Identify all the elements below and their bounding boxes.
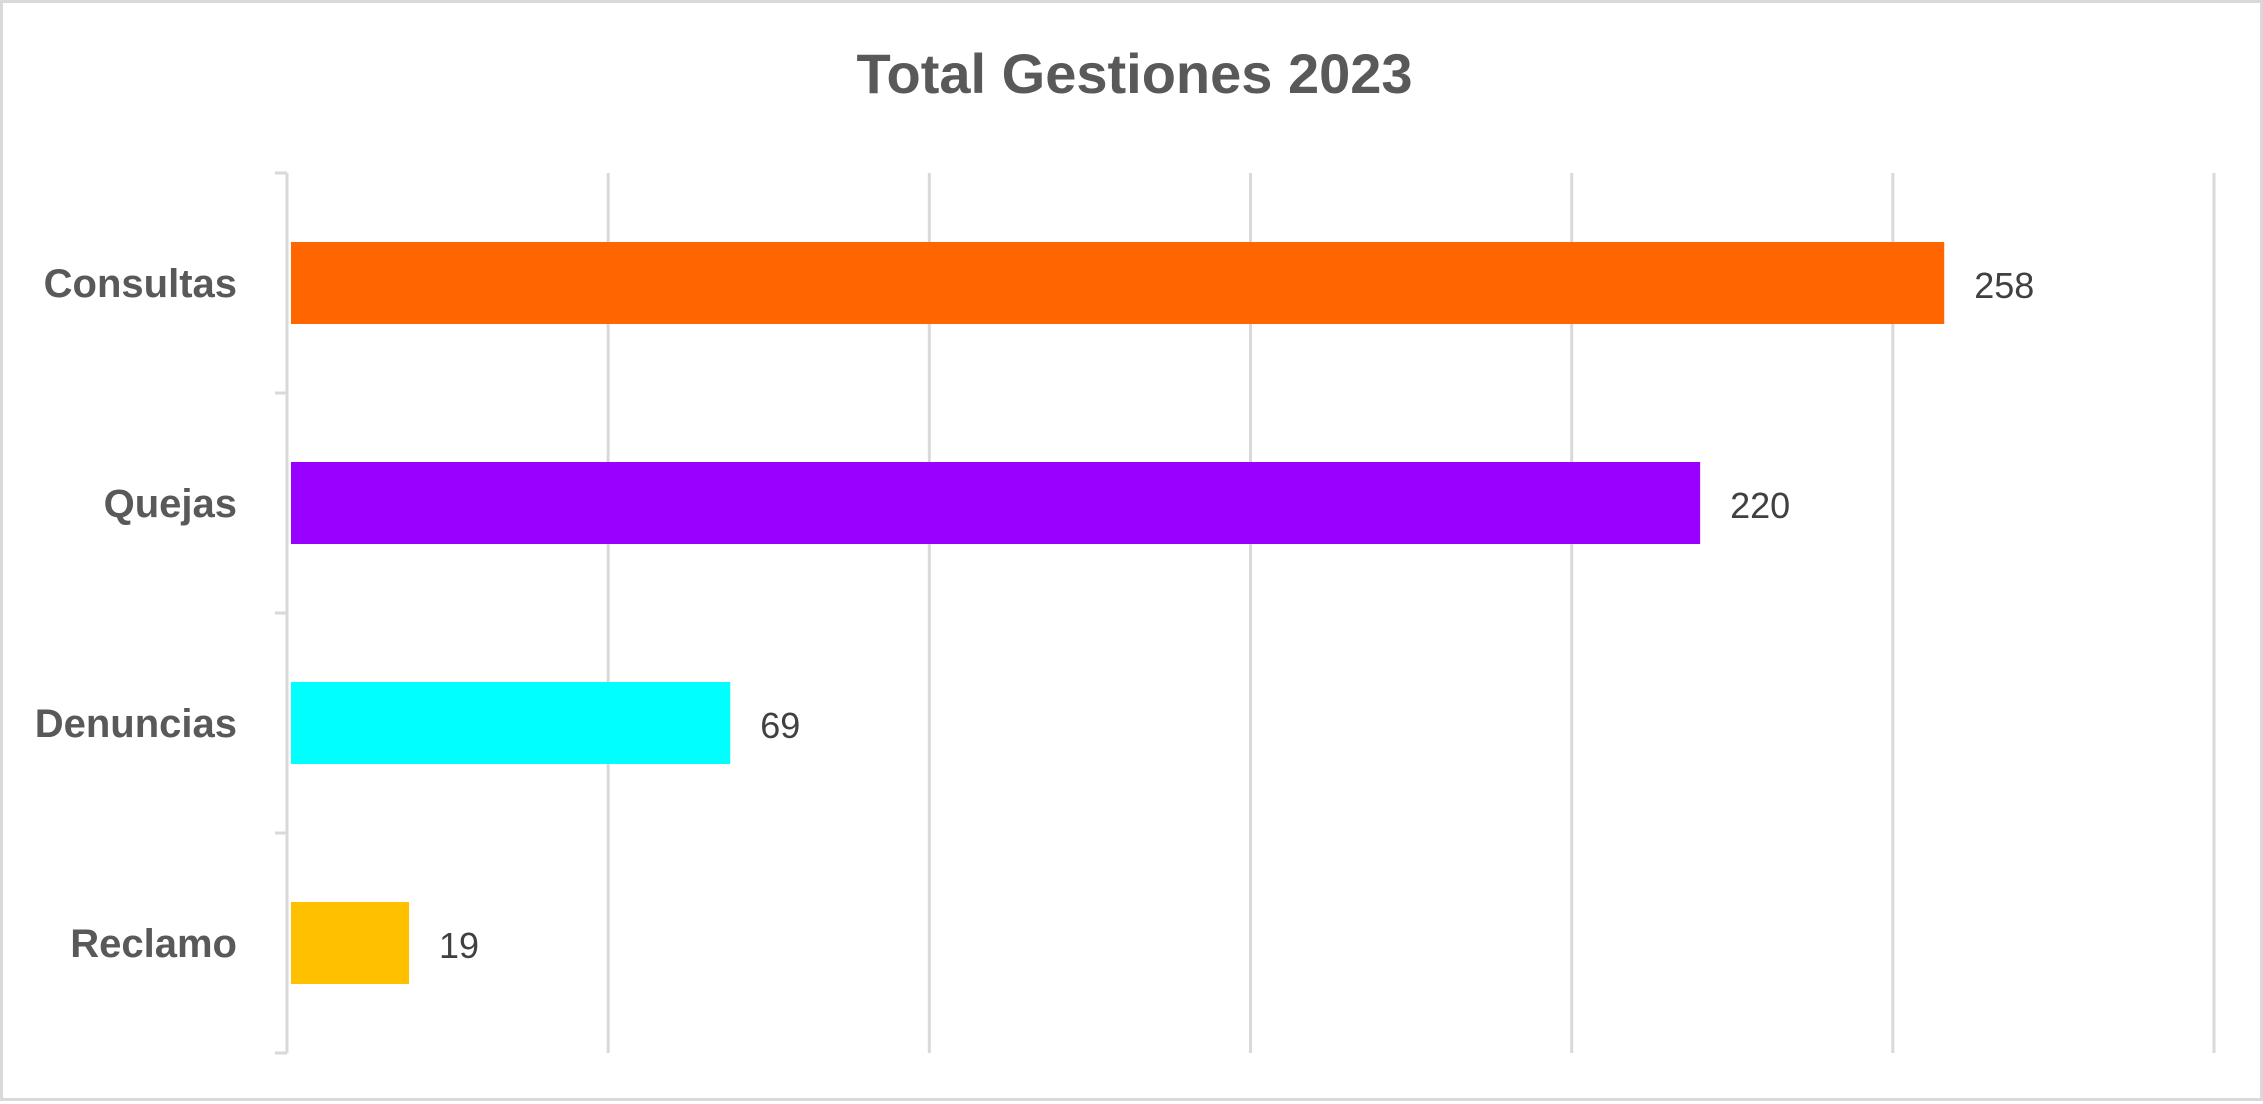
- bars: [291, 242, 1945, 984]
- data-label-denuncias: 69: [760, 705, 800, 746]
- data-label-consultas: 258: [1974, 265, 2034, 306]
- bar-chart: Consultas 258 Quejas 220 Denuncias 69 Reclamo 1…: [35, 171, 2216, 1055]
- bar-quejas: [291, 462, 1701, 544]
- bar-denuncias: [291, 682, 731, 764]
- category-label-quejas: Quejas: [104, 482, 237, 526]
- data-label-quejas: 220: [1730, 485, 1790, 526]
- category-label-consultas: Consultas: [44, 262, 237, 306]
- category-label-denuncias: Denuncias: [35, 702, 237, 746]
- labels: Consultas 258 Quejas 220 Denuncias 69 Reclamo 1…: [35, 262, 2035, 966]
- bar-reclamo: [291, 902, 410, 984]
- category-label-reclamo: Reclamo: [70, 922, 237, 966]
- category-axis: [275, 171, 289, 1055]
- chart-title: Total Gestiones 2023: [856, 42, 1413, 105]
- data-label-reclamo: 19: [439, 925, 479, 966]
- bar-consultas: [291, 242, 1945, 324]
